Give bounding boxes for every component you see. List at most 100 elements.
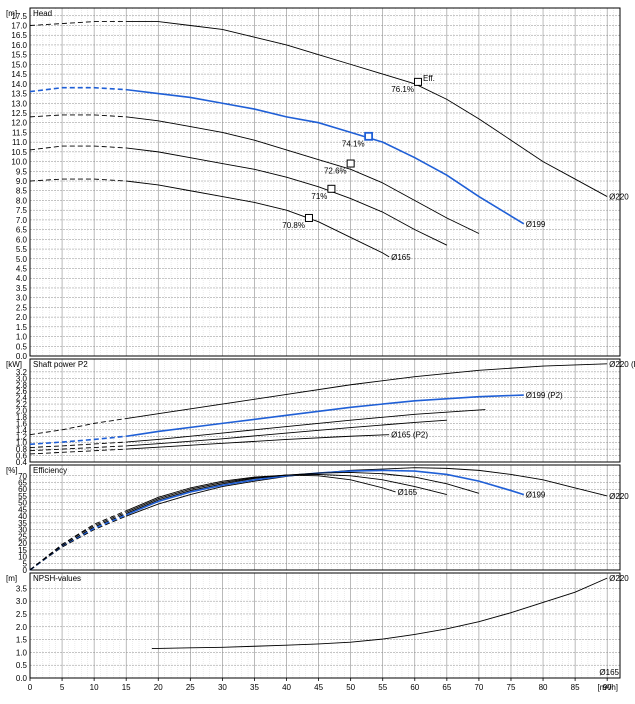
y-tick-label: 0	[23, 566, 28, 575]
panel-power: 0.40.60.81.01.21.41.61.82.02.22.42.62.83…	[6, 358, 635, 467]
x-tick-label: 70	[474, 683, 483, 692]
y-tick-label: 70	[18, 472, 27, 481]
series-line	[126, 180, 390, 258]
x-tick-label: 0	[28, 683, 33, 692]
y-tick-label: 40	[18, 512, 27, 521]
y-tick-label: 14.5	[11, 70, 27, 79]
panel-npsh: 0.0 0.5 1.0 1.5 2.0 2.5 3.0 3.5[m] NPSH-values Ø2…	[6, 572, 629, 683]
series-line-dashed	[29, 86, 127, 93]
y-tick-label: 1.2	[16, 432, 28, 441]
x-tick-label: 30	[218, 683, 227, 692]
y-tick-label: 10.0	[11, 158, 27, 167]
y-tick-label: 2.0	[16, 407, 28, 416]
series-end-label: Ø165 (P2)	[391, 431, 428, 440]
eff-marker-label: 70.8%	[282, 221, 305, 230]
series-line-dashed	[29, 145, 127, 151]
eff-marker-label: 76.1%	[391, 85, 414, 94]
y-tick-label: 16.5	[11, 31, 27, 40]
y-tick-label: 1.5	[16, 323, 28, 332]
y-tick-label: 60	[18, 485, 27, 494]
x-tick-label: 25	[186, 683, 195, 692]
x-tick-label: 60	[410, 683, 419, 692]
y-tick-label: 5.5	[16, 245, 28, 254]
x-tick-label: 90	[603, 683, 612, 692]
x-axis: 0 5 10 15 20 25 30 35 40 45 50 55 60 65 70 75 80 85 90[m³/…	[28, 678, 618, 692]
y-tick-label: 15.5	[11, 51, 27, 60]
y-tick-label: 55	[18, 492, 27, 501]
panel-frame	[29, 7, 621, 357]
y-tick-label: 3.0	[16, 294, 28, 303]
y-tick-label: 17.0	[11, 21, 27, 30]
y-tick-label: 12.5	[11, 109, 27, 118]
series-line	[126, 21, 608, 197]
eff-marker	[346, 159, 355, 168]
y-tick-label: 1.4	[16, 426, 28, 435]
y-tick-label: 12.0	[11, 119, 27, 128]
y-tick-label: 0.8	[16, 445, 28, 454]
series-line-dashed	[29, 441, 127, 448]
x-tick-label: 80	[539, 683, 548, 692]
y-tick-label: 4.0	[16, 274, 28, 283]
series-line-dashed	[29, 435, 127, 446]
series-line-dashed	[29, 418, 127, 436]
y-tick-label: 3.5	[16, 584, 28, 593]
x-tick-label: 65	[442, 683, 451, 692]
y-tick-label: 2.0	[16, 623, 28, 632]
y-tick-label: 10	[18, 553, 27, 562]
series-end-label: Ø220	[609, 193, 629, 202]
y-tick-label: 20	[18, 539, 27, 548]
panel-title: Efficiency	[33, 466, 67, 475]
y-tick-label: 8.0	[16, 196, 28, 205]
y-tick-label: 0.5	[16, 661, 28, 670]
series-line-dashed	[29, 21, 127, 26]
eff-marker-label: 71%	[311, 192, 327, 201]
x-tick-label: 15	[122, 683, 131, 692]
x-tick-label: 5	[60, 683, 65, 692]
series-line-dashed	[29, 445, 127, 452]
eff-marker-label: 74.1%	[342, 139, 365, 148]
y-tick-label: 7.5	[16, 206, 28, 215]
y-tick-label: 3.0	[16, 374, 28, 383]
panel-frame	[29, 464, 621, 571]
y-tick-label: 6.0	[16, 235, 28, 244]
y-unit-label: [m]	[6, 574, 17, 583]
y-tick-label: 25	[18, 532, 27, 541]
x-unit-label: [m³/h]	[598, 683, 618, 692]
series-end-label: Ø165	[391, 253, 411, 262]
y-tick-label: 1.0	[16, 333, 28, 342]
y-tick-label: 2.2	[16, 400, 28, 409]
series-end-label: Ø220	[609, 574, 629, 583]
series-line-dashed	[29, 513, 127, 571]
y-tick-label: 3.0	[16, 597, 28, 606]
series-line-dashed	[29, 511, 127, 571]
y-tick-label: 13.0	[11, 99, 27, 108]
series-end-label: Ø199	[526, 491, 546, 500]
series-line	[126, 409, 486, 443]
series-end-label: Ø165	[398, 488, 418, 497]
y-tick-label: 35	[18, 519, 27, 528]
eff-marker	[327, 184, 336, 193]
y-tick-label: 3.2	[16, 368, 28, 377]
y-tick-label: 16.0	[11, 41, 27, 50]
y-tick-label: 50	[18, 499, 27, 508]
panel-title: Shaft power P2	[33, 360, 88, 369]
y-tick-label: 2.0	[16, 313, 28, 322]
y-tick-label: 7.0	[16, 216, 28, 225]
y-tick-label: 15	[18, 546, 27, 555]
y-unit-label: [%]	[6, 466, 18, 475]
eff-marker-extra-label: Eff.	[423, 74, 435, 83]
y-tick-label: 3.5	[16, 284, 28, 293]
series-line	[126, 474, 396, 512]
series-line-dashed	[29, 114, 127, 118]
series-end-label: Ø220	[609, 492, 629, 501]
eff-marker	[364, 131, 374, 141]
y-tick-label: 17.5	[11, 12, 27, 21]
panel-frame	[29, 358, 621, 463]
series-line-dashed	[29, 448, 127, 455]
series-line	[126, 434, 390, 450]
y-tick-label: 0.6	[16, 452, 28, 461]
eff-marker-label: 72.6%	[324, 167, 347, 176]
x-tick-label: 55	[378, 683, 387, 692]
